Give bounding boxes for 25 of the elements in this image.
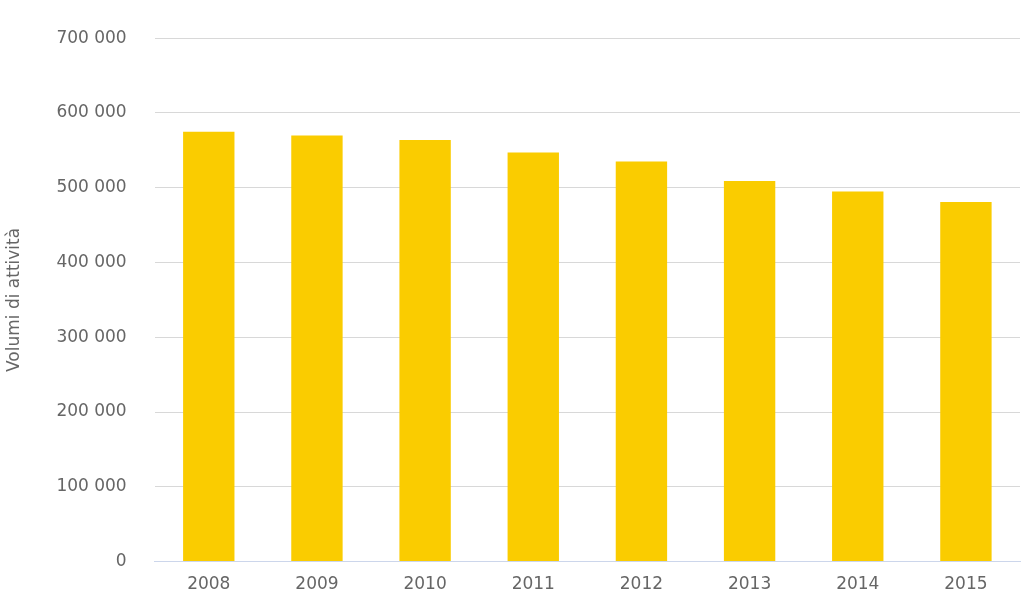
bar: [507, 152, 559, 562]
bar: [399, 139, 451, 562]
y-tick-label: 700 000: [56, 26, 127, 47]
x-tick-label: 2011: [511, 573, 555, 594]
x-tick-label: 2010: [403, 573, 447, 594]
y-tick-label: 600 000: [56, 101, 127, 122]
x-tick-label: 2009: [295, 573, 339, 594]
bar: [940, 201, 992, 562]
y-tick-label: 200 000: [56, 400, 127, 421]
y-tick-label: 300 000: [56, 325, 127, 346]
bar: [183, 131, 235, 562]
y-tick-label: 100 000: [56, 475, 127, 496]
y-axis-title: Volumi di attività: [2, 227, 23, 372]
x-tick-label: 2008: [187, 573, 231, 594]
y-tick-label: 0: [115, 550, 127, 571]
bar: [832, 191, 884, 562]
x-tick-label: 2015: [944, 573, 988, 594]
bar: [615, 161, 668, 562]
x-tick-label: 2014: [836, 573, 880, 594]
bar: [291, 135, 343, 562]
bar: [723, 181, 776, 562]
y-tick-label: 500 000: [56, 176, 127, 197]
x-tick-label: 2013: [727, 573, 772, 594]
y-tick-label: 400 000: [56, 250, 127, 271]
x-tick-label: 2012: [619, 573, 664, 594]
